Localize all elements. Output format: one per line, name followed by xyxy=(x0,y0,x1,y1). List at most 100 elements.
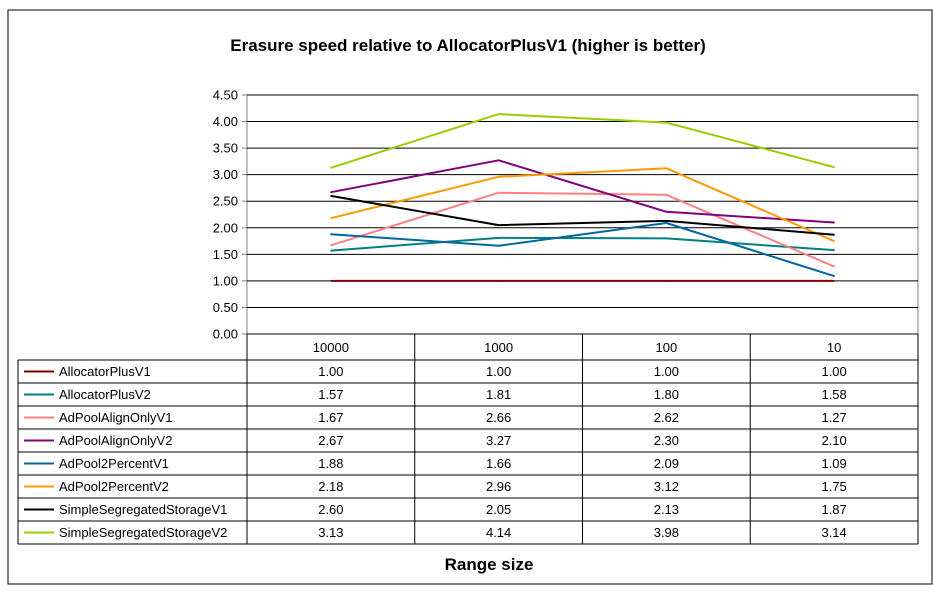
data-point xyxy=(833,275,835,277)
y-tick-label: 3.00 xyxy=(213,167,238,182)
data-label: 2.09 xyxy=(654,456,679,471)
data-point xyxy=(330,191,332,193)
x-tick-label: 10000 xyxy=(313,340,349,355)
legend-label: AdPool2PercentV1 xyxy=(59,456,169,471)
series-line xyxy=(330,236,835,252)
series-lines xyxy=(330,113,835,282)
data-point xyxy=(330,280,332,282)
data-point xyxy=(833,265,835,268)
legend-label: AllocatorPlusV2 xyxy=(59,387,151,402)
data-label: 1.80 xyxy=(654,387,679,402)
data-point xyxy=(330,249,332,252)
data-point xyxy=(833,240,835,242)
data-point xyxy=(497,191,500,194)
y-axis-ticks: 0.00 0.50 1.00 1.50 2.00 2.50 3.00 3.50 4.00 4.50 xyxy=(213,88,238,342)
data-label: 2.30 xyxy=(654,433,679,448)
data-point xyxy=(665,280,668,282)
series-line xyxy=(330,159,835,224)
data-label: 1.00 xyxy=(318,364,343,379)
y-tick-label: 2.50 xyxy=(213,194,238,209)
data-point xyxy=(330,195,332,197)
x-tick-label: 100 xyxy=(656,340,678,355)
data-label: 3.98 xyxy=(654,525,679,540)
y-tick-label: 4.50 xyxy=(213,88,238,103)
data-label: 1.58 xyxy=(821,387,846,402)
y-tick-label: 1.50 xyxy=(213,247,238,262)
series-line xyxy=(330,167,835,243)
data-point xyxy=(665,121,668,124)
chart-title: Erasure speed relative to AllocatorPlusV… xyxy=(230,36,706,55)
data-point xyxy=(665,220,668,222)
x-tick-label: 1000 xyxy=(484,340,513,355)
y-tick-label: 0.50 xyxy=(213,300,238,315)
data-label: 2.60 xyxy=(318,502,343,517)
data-label: 4.14 xyxy=(486,525,511,540)
data-point xyxy=(665,222,668,224)
series-line xyxy=(330,222,835,278)
data-point xyxy=(497,245,500,247)
data-point xyxy=(833,221,835,224)
data-label: 2.13 xyxy=(654,502,679,517)
chart-border xyxy=(7,9,933,585)
y-tick-label: 4.00 xyxy=(213,114,238,129)
data-label: 2.10 xyxy=(821,433,846,448)
data-table: 10000 1000 100 10 AllocatorPlusV1 1.00 1.00 1.0… xyxy=(17,333,919,545)
data-point xyxy=(665,237,668,240)
y-tick-label: 0.00 xyxy=(213,327,238,342)
data-label: 1.00 xyxy=(486,364,511,379)
x-axis-label: Range size xyxy=(445,555,534,574)
data-point xyxy=(833,249,835,251)
data-point xyxy=(665,211,668,213)
data-point xyxy=(497,175,500,178)
data-label: 2.96 xyxy=(486,479,511,494)
data-point xyxy=(833,233,835,236)
x-tick-label: 10 xyxy=(827,340,841,355)
y-tick-label: 3.50 xyxy=(213,141,238,156)
data-point xyxy=(497,224,500,226)
legend-label: AdPool2PercentV2 xyxy=(59,479,169,494)
data-label: 3.13 xyxy=(318,525,343,540)
data-label: 1.57 xyxy=(318,387,343,402)
legend-label: AdPoolAlignOnlyV1 xyxy=(59,410,172,425)
data-point xyxy=(497,113,500,115)
data-point xyxy=(497,280,500,282)
data-point xyxy=(833,280,835,282)
series-line xyxy=(330,113,835,169)
data-label: 1.67 xyxy=(318,410,343,425)
data-label: 2.67 xyxy=(318,433,343,448)
series-line xyxy=(330,191,835,268)
data-label: 3.12 xyxy=(654,479,679,494)
data-label: 1.88 xyxy=(318,456,343,471)
y-tick-label: 2.00 xyxy=(213,220,238,235)
data-label: 1.75 xyxy=(821,479,846,494)
data-label: 2.18 xyxy=(318,479,343,494)
data-point xyxy=(497,159,500,162)
data-label: 1.87 xyxy=(821,502,846,517)
data-point xyxy=(665,167,668,170)
data-label: 1.00 xyxy=(821,364,846,379)
data-label: 1.09 xyxy=(821,456,846,471)
data-label: 1.00 xyxy=(654,364,679,379)
data-label: 2.62 xyxy=(654,410,679,425)
data-point xyxy=(330,217,332,220)
y-tick-label: 1.00 xyxy=(213,273,238,288)
data-label: 2.05 xyxy=(486,502,511,517)
legend-label: SimpleSegregatedStorageV2 xyxy=(59,525,227,540)
data-point xyxy=(665,194,668,196)
data-label: 1.66 xyxy=(486,456,511,471)
data-label: 2.66 xyxy=(486,410,511,425)
data-point xyxy=(330,244,332,247)
data-point xyxy=(330,233,332,235)
data-point xyxy=(330,166,332,169)
series-line xyxy=(330,194,835,236)
data-label: 1.81 xyxy=(486,387,511,402)
legend-label: AdPoolAlignOnlyV2 xyxy=(59,433,172,448)
data-label: 3.27 xyxy=(486,433,511,448)
legend-label: SimpleSegregatedStorageV1 xyxy=(59,502,227,517)
data-label: 1.27 xyxy=(821,410,846,425)
data-label: 3.14 xyxy=(821,525,846,540)
legend-label: AllocatorPlusV1 xyxy=(59,364,151,379)
data-point xyxy=(497,237,500,239)
data-point xyxy=(833,166,835,169)
